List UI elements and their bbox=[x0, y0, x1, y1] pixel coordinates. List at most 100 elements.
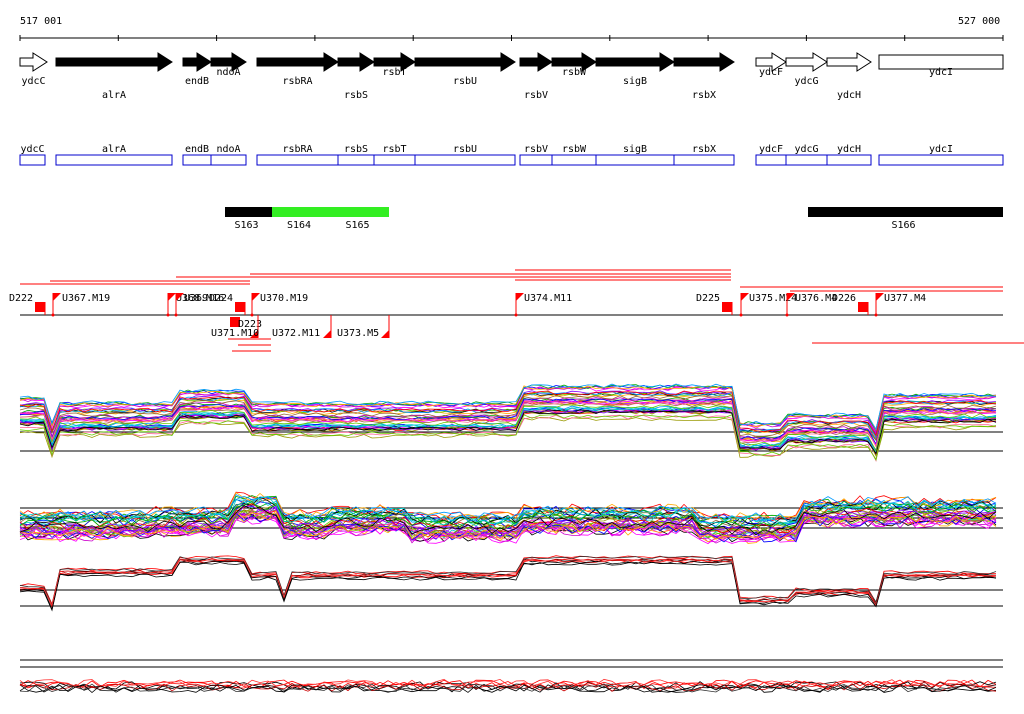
feature-flag[interactable] bbox=[53, 293, 61, 301]
gene-arrow-label: rsbRA bbox=[282, 76, 312, 87]
feature-flag[interactable] bbox=[381, 330, 389, 338]
profile-trace bbox=[19, 560, 997, 611]
gene-arrow-sigB[interactable] bbox=[595, 52, 675, 72]
gene-box-sigB[interactable] bbox=[595, 154, 675, 166]
profile-trace bbox=[19, 679, 997, 689]
gene-box-label: ydcC bbox=[20, 144, 44, 155]
profile-trace bbox=[19, 684, 997, 693]
deletion-marker[interactable] bbox=[230, 317, 240, 327]
feature-flag[interactable] bbox=[516, 293, 524, 301]
gene-arrow-ydcH[interactable] bbox=[826, 52, 872, 72]
gene-box-ydcH[interactable] bbox=[826, 154, 872, 166]
profile-trace bbox=[19, 496, 997, 525]
gene-box-rsbRA[interactable] bbox=[256, 154, 339, 166]
gene-box-label: ydcH bbox=[837, 144, 861, 155]
gene-arrow-label: rsbU bbox=[453, 76, 477, 87]
gene-box-label: rsbV bbox=[524, 144, 548, 155]
gene-box-track: ydcC alrA endB ndoA rsbRA rsbS rsbT rsbU rsbV rsb… bbox=[19, 144, 1004, 166]
profile-panel-4 bbox=[19, 659, 1003, 694]
gene-arrow-rsbW[interactable] bbox=[551, 52, 597, 72]
gene-box-label: rsbRA bbox=[282, 144, 312, 155]
deletion-marker[interactable] bbox=[35, 302, 45, 312]
segment-S164[interactable] bbox=[272, 207, 330, 217]
gene-box-ndoA[interactable] bbox=[210, 154, 247, 166]
gene-arrow-ydcI[interactable] bbox=[878, 54, 1004, 70]
gene-arrow-rsbS[interactable] bbox=[337, 52, 375, 72]
feature-label: D224 bbox=[209, 293, 233, 304]
profile-trace bbox=[19, 555, 996, 606]
profile-trace bbox=[19, 683, 997, 693]
deletion-marker[interactable] bbox=[722, 302, 732, 312]
profile-trace bbox=[19, 383, 997, 431]
profile-trace bbox=[19, 391, 997, 439]
feature-anchor bbox=[514, 313, 518, 317]
feature-flag[interactable] bbox=[168, 293, 176, 301]
feature-flag[interactable] bbox=[176, 293, 184, 301]
profile-panel-3 bbox=[19, 555, 1003, 612]
gene-arrow-ydcG[interactable] bbox=[785, 52, 828, 72]
gene-box-rsbW[interactable] bbox=[551, 154, 597, 166]
feature-flag[interactable] bbox=[787, 293, 795, 301]
gene-box-alrA[interactable] bbox=[55, 154, 173, 166]
profile-trace bbox=[19, 401, 997, 448]
feature-anchor bbox=[874, 313, 878, 317]
feature-label: U371.M10 bbox=[211, 328, 259, 339]
gene-box-ydcI[interactable] bbox=[878, 154, 1004, 166]
expression-profiles bbox=[19, 383, 1003, 694]
gene-box-endB[interactable] bbox=[182, 154, 212, 166]
feature-flag[interactable] bbox=[323, 330, 331, 338]
gene-arrow-rsbX[interactable] bbox=[673, 52, 735, 72]
gene-box-rsbX[interactable] bbox=[673, 154, 735, 166]
coordinate-ruler: 517 001 527 000 bbox=[19, 16, 1004, 41]
gene-box-ydcF[interactable] bbox=[755, 154, 787, 166]
gene-arrow-label: ydcC bbox=[21, 76, 45, 87]
deletion-marker[interactable] bbox=[858, 302, 868, 312]
gene-arrow-rsbRA[interactable] bbox=[256, 52, 339, 72]
gene-arrow-track: ydcC alrA endB ndoA rsbRA rsbS rsbT rsbU rsbV rsb… bbox=[19, 52, 1004, 101]
gene-box-rsbS[interactable] bbox=[337, 154, 375, 166]
profile-trace bbox=[19, 505, 997, 536]
feature-flag[interactable] bbox=[250, 330, 258, 338]
gene-arrow-endB[interactable] bbox=[182, 52, 212, 72]
gene-box-label: rsbX bbox=[692, 144, 716, 155]
segment-label: S165 bbox=[345, 220, 369, 231]
profile-trace bbox=[19, 558, 997, 607]
profile-trace bbox=[20, 393, 997, 438]
feature-label: U374.M11 bbox=[524, 293, 572, 304]
gene-box-ydcC[interactable] bbox=[19, 154, 46, 166]
feature-anchor bbox=[785, 313, 789, 317]
gene-box-rsbT[interactable] bbox=[373, 154, 416, 166]
segment-track: S163 S164 S165 S166 bbox=[225, 207, 1003, 231]
gene-arrow-rsbT[interactable] bbox=[373, 52, 416, 72]
gene-arrow-ydcF[interactable] bbox=[755, 52, 787, 72]
feature-label: U373.M5 bbox=[337, 328, 379, 339]
gene-box-label: ydcG bbox=[794, 144, 818, 155]
feature-flag[interactable] bbox=[876, 293, 884, 301]
profile-trace bbox=[19, 516, 997, 544]
feature-flag[interactable] bbox=[741, 293, 749, 301]
gene-box-rsbV[interactable] bbox=[519, 154, 553, 166]
gene-arrow-ndoA[interactable] bbox=[210, 52, 247, 72]
profile-trace bbox=[19, 678, 996, 688]
gene-arrow-rsbU[interactable] bbox=[414, 52, 516, 72]
gene-box-rsbU[interactable] bbox=[414, 154, 516, 166]
gene-arrow-ydcC[interactable] bbox=[19, 52, 48, 72]
gene-arrow-alrA[interactable] bbox=[55, 52, 173, 72]
segment-S163[interactable] bbox=[225, 207, 272, 217]
profile-trace bbox=[19, 390, 997, 437]
segment-S166[interactable] bbox=[808, 207, 1003, 217]
profile-trace bbox=[19, 398, 997, 446]
gene-arrow-rsbV[interactable] bbox=[519, 52, 553, 72]
profile-trace bbox=[19, 404, 997, 452]
feature-label: D226 bbox=[832, 293, 856, 304]
deletion-marker[interactable] bbox=[235, 302, 245, 312]
feature-label: D225 bbox=[696, 293, 720, 304]
feature-label: U369 bbox=[184, 293, 208, 304]
gene-box-ydcG[interactable] bbox=[785, 154, 828, 166]
profile-trace bbox=[19, 495, 997, 522]
profile-trace bbox=[19, 507, 997, 536]
profile-trace bbox=[19, 558, 997, 608]
feature-flag[interactable] bbox=[252, 293, 260, 301]
segment-S165[interactable] bbox=[330, 207, 389, 217]
